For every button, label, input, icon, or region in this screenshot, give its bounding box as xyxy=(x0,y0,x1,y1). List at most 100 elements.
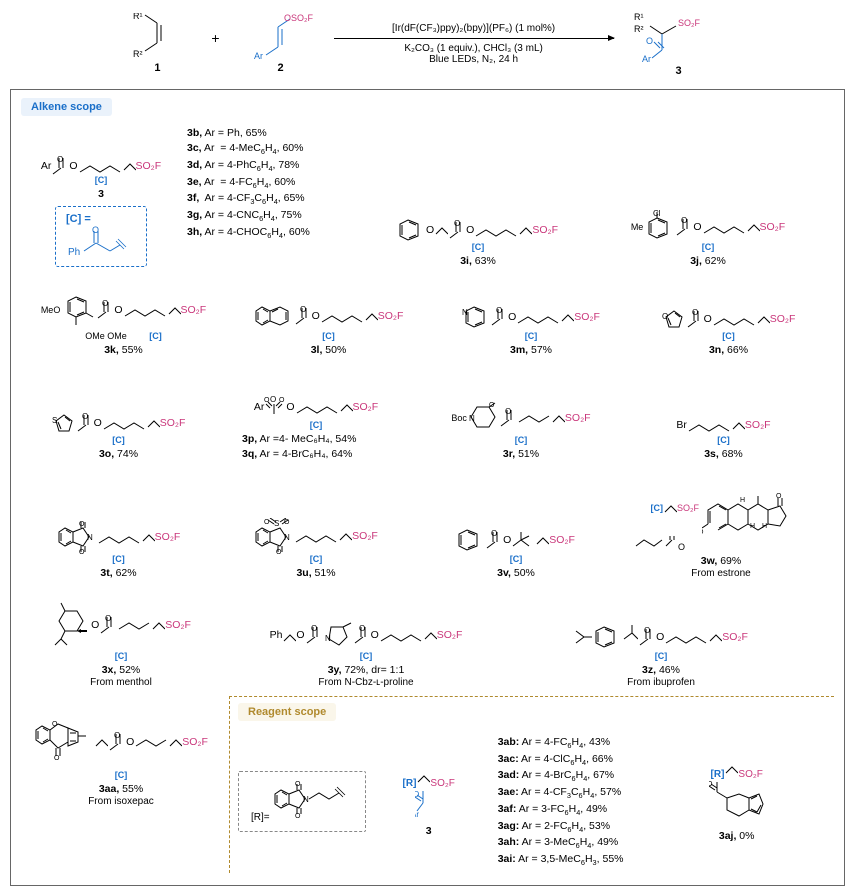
svg-text:O: O xyxy=(359,624,365,633)
struct-3v: OOSO₂F xyxy=(422,502,610,554)
reagent-listing: 3ab: Ar = 4-FC6H4, 43% 3ac: Ar = 4-ClC6H… xyxy=(492,731,664,873)
entry-3i: OOOSO₂F [C] 3i, 63% xyxy=(363,188,593,271)
struct-3x: OOSO₂F xyxy=(27,591,215,651)
svg-text:O: O xyxy=(54,755,60,762)
product-struct: R¹ R² SO₂F O Ar xyxy=(634,10,724,62)
struct-3u: NSOOOSO₂F xyxy=(222,502,410,554)
scope-box: Alkene scope ArOOSO₂F [C] 3 [C] = Ph O xyxy=(10,89,845,886)
struct-3k: MeOOOSO₂F xyxy=(27,279,220,331)
row-1: ArOOSO₂F [C] 3 [C] = Ph O 3b, Ar = Ph, xyxy=(21,122,834,271)
svg-text:R¹: R¹ xyxy=(133,13,143,21)
row-4: NOOSO₂F [C] 3t, 62% NSOOOSO₂F [C] 3u, 51… xyxy=(21,468,834,583)
svg-text:O: O xyxy=(270,395,276,404)
svg-text:R²: R² xyxy=(133,49,143,59)
svg-text:O: O xyxy=(264,519,270,526)
svg-text:O: O xyxy=(102,299,108,308)
svg-text:O: O xyxy=(662,312,668,321)
reagent-product: [R]SO₂F OAr 3 xyxy=(374,762,484,841)
svg-text:O: O xyxy=(311,624,317,633)
struct-3w: [C]SO₂F OHHHO xyxy=(622,472,820,536)
reagent-1-label: 1 xyxy=(131,62,183,74)
svg-text:O: O xyxy=(295,813,301,820)
c-fragment-struct: Ph O xyxy=(66,225,136,259)
alkene-1-struct: R¹ R² xyxy=(131,13,183,59)
r-fragment-struct: N O O xyxy=(273,780,353,820)
product-3: R¹ R² SO₂F O Ar 3 xyxy=(634,10,724,77)
c-fragment-box: [C] = Ph O xyxy=(55,206,147,267)
struct-3z: OOSO₂F xyxy=(517,599,805,651)
svg-text:O: O xyxy=(709,781,713,788)
struct-3n: OOOSO₂F xyxy=(637,279,820,331)
svg-text:O: O xyxy=(505,407,511,416)
entry-3aa: OOOOSO₂F [C] 3aa, 55% From isoxepac xyxy=(21,696,221,811)
svg-text:R²: R² xyxy=(634,24,644,34)
entry-3y: PhOONOOSO₂F [C] 3y, 72%, dr= 1:1 From N-… xyxy=(221,587,511,692)
reagent-product-struct: [R]SO₂F OAr xyxy=(380,766,478,822)
svg-text:N: N xyxy=(284,533,290,542)
struct-3s: BrSO₂F xyxy=(632,383,815,435)
svg-text:H: H xyxy=(762,523,767,530)
struct-3p: ArOOOOSO₂F xyxy=(222,368,410,420)
svg-text:O: O xyxy=(702,529,704,536)
svg-text:O: O xyxy=(284,519,290,526)
svg-text:S: S xyxy=(52,416,57,425)
entry-3k: MeOOOSO₂F OMe OMe [C] 3k, 55% xyxy=(21,275,226,360)
row-3: SOOSO₂F [C] 3o, 74% ArOOOOSO₂F [C] 3p, A… xyxy=(21,364,834,464)
ar-listing: 3b, Ar = Ph, 65% 3c, Ar = 4-MeC6H4, 60% … xyxy=(181,122,363,246)
entry-3pq: ArOOOOSO₂F [C] 3p, Ar =4- MeC₆H₄, 54% 3q… xyxy=(216,364,416,464)
entry-3l: OOSO₂F [C] 3l, 50% xyxy=(226,275,431,360)
struct-3o: SOOSO₂F xyxy=(27,383,210,435)
svg-text:H: H xyxy=(750,523,755,530)
svg-text:O: O xyxy=(92,225,99,235)
entry-3n: OOOSO₂F [C] 3n, 66% xyxy=(631,275,826,360)
svg-text:O: O xyxy=(496,306,502,315)
row-2: MeOOOSO₂F OMe OMe [C] 3k, 55% OOSO₂F [C]… xyxy=(21,275,834,360)
svg-text:N: N xyxy=(303,795,309,804)
product-label: 3 xyxy=(634,65,724,77)
entry-3o: SOOSO₂F [C] 3o, 74% xyxy=(21,379,216,464)
svg-text:OSO₂F: OSO₂F xyxy=(284,13,313,23)
alkene-scope-label: Alkene scope xyxy=(21,98,112,116)
struct-3i: OOOSO₂F xyxy=(369,192,587,244)
entry-3u: NSOOOSO₂F [C] 3u, 51% xyxy=(216,498,416,583)
svg-text:O: O xyxy=(681,216,687,225)
svg-text:O: O xyxy=(692,308,698,317)
struct-3r: BocNOOSO₂F xyxy=(422,383,620,435)
svg-text:O: O xyxy=(114,731,120,740)
svg-text:Ar: Ar xyxy=(642,54,651,62)
svg-text:N: N xyxy=(87,533,93,542)
entry-3v: OOSO₂F [C] 3v, 50% xyxy=(416,498,616,583)
reagent-1: R¹ R² 1 xyxy=(131,13,183,74)
r-fragment-box: [R]= N O O xyxy=(238,771,366,832)
svg-text:N: N xyxy=(462,308,468,317)
svg-text:O: O xyxy=(79,521,85,528)
reagent-2-label: 2 xyxy=(248,62,314,74)
svg-text:O: O xyxy=(776,493,782,500)
svg-text:O: O xyxy=(57,155,63,164)
svg-text:O: O xyxy=(644,626,650,635)
svg-text:SO₂F: SO₂F xyxy=(678,18,700,28)
row-5: OOSO₂F [C] 3x, 52% From menthol PhOONOOS… xyxy=(21,587,834,692)
entry-3s: BrSO₂F [C] 3s, 68% xyxy=(626,379,821,464)
entry-3x: OOSO₂F [C] 3x, 52% From menthol xyxy=(21,587,221,692)
svg-text:Ar: Ar xyxy=(415,810,419,819)
reagent-scope-region: Reagent scope [R]= N O O xyxy=(229,696,834,873)
struct-3t: NOOSO₂F xyxy=(27,502,210,554)
struct-3aj: [R]SO₂F O xyxy=(678,761,796,827)
struct-3m: NOOSO₂F xyxy=(437,279,625,331)
svg-text:R¹: R¹ xyxy=(634,12,644,22)
struct-3aa: OOOOSO₂F xyxy=(27,700,215,770)
svg-text:O: O xyxy=(300,305,306,314)
struct-3y: PhOONOOSO₂F xyxy=(227,591,505,651)
r-fragment-label: [R]= xyxy=(251,812,270,823)
row-6: OOOOSO₂F [C] 3aa, 55% From isoxepac Reag… xyxy=(21,696,834,873)
entry-3z: OOSO₂F [C] 3z, 46% From ibuprofen xyxy=(511,595,811,692)
conditions-text: K₂CO₃ (1 equiv.), CHCl₃ (3 mL) xyxy=(334,43,614,54)
svg-text:O: O xyxy=(79,549,85,554)
svg-text:O: O xyxy=(646,36,653,46)
reagent-scope-label: Reagent scope xyxy=(238,703,336,721)
entry-3r: BocNOOSO₂F [C] 3r, 51% xyxy=(416,379,626,464)
catalyst-text: [Ir(dF(CF₃)ppy)₂(bpy)](PF₆) (1 mol%) xyxy=(334,23,614,34)
struct-3j: MeClOOSO₂F xyxy=(599,192,817,244)
svg-text:O: O xyxy=(82,412,88,421)
